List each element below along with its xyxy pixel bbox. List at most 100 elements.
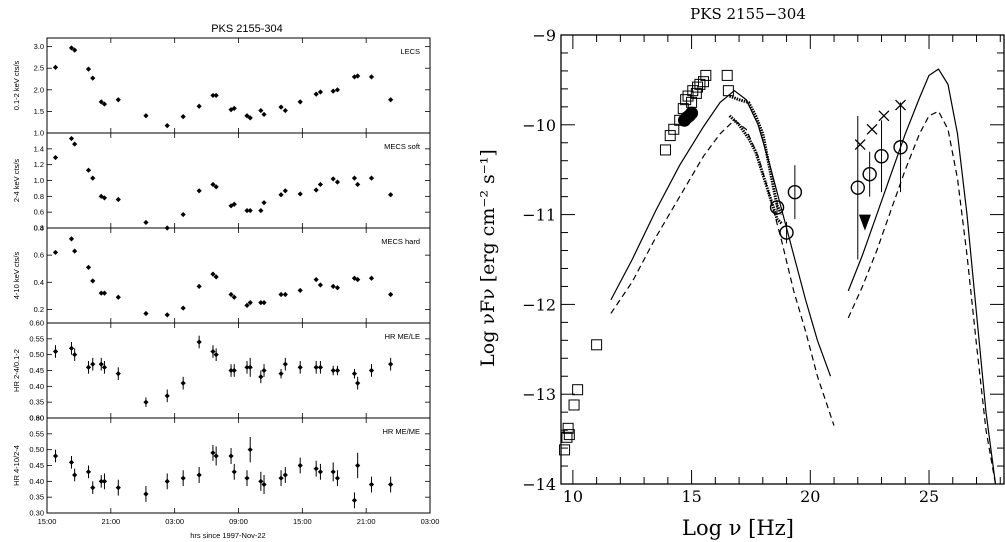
y-tick-label: 1.0 bbox=[34, 176, 44, 185]
y-tick-label: 2.5 bbox=[34, 64, 44, 73]
data-point bbox=[101, 195, 108, 201]
y-tick-label: 0.55 bbox=[29, 429, 44, 438]
cross-point bbox=[895, 99, 906, 111]
sync-model-dashed bbox=[610, 119, 835, 426]
square-point bbox=[561, 431, 573, 443]
x-tick-label: 21:00 bbox=[101, 517, 120, 526]
data-point bbox=[282, 472, 288, 478]
panel-frame bbox=[46, 417, 431, 514]
panel-1: 0.4 0.6 0.8 1.0 1.2 1.4 MECS soft 2-4 keV cts/s bbox=[12, 132, 431, 233]
data-point bbox=[330, 88, 336, 94]
data-point bbox=[317, 282, 324, 288]
data-point bbox=[247, 364, 253, 370]
data-point bbox=[355, 73, 361, 79]
sed-ticks: 10 15 20 25 −14 −13 −12 −11 −10 −9 bbox=[522, 26, 1004, 506]
y-tick-label: 0.40 bbox=[29, 382, 44, 391]
y-tick-label: 0.4 bbox=[34, 224, 44, 233]
data-point bbox=[213, 274, 219, 280]
data-point bbox=[143, 310, 149, 317]
y-tick-label: 0.35 bbox=[29, 398, 44, 407]
panel-y-label: 4-10 keV cts/s bbox=[12, 251, 21, 299]
data-point bbox=[282, 107, 288, 114]
data-point bbox=[334, 285, 341, 291]
y-tick-label: 0.40 bbox=[29, 477, 44, 486]
data-point bbox=[196, 103, 202, 109]
data-point bbox=[330, 469, 336, 475]
data-point bbox=[247, 207, 253, 214]
y-tick-label: 2.0 bbox=[34, 85, 44, 94]
data-point bbox=[164, 312, 170, 318]
data-point bbox=[351, 74, 358, 80]
cross-point bbox=[866, 123, 878, 135]
data-point bbox=[68, 345, 75, 351]
y-tick-label: 0.35 bbox=[29, 493, 44, 502]
data-point bbox=[258, 478, 264, 484]
data-point bbox=[180, 113, 186, 120]
data-point bbox=[85, 66, 92, 72]
circle-point bbox=[874, 149, 889, 164]
sed-y-label: Log νFν [erg cm⁻² s⁻¹] bbox=[477, 149, 499, 367]
x-tick-label: 20 bbox=[800, 487, 820, 506]
data-point bbox=[210, 450, 216, 456]
data-point bbox=[85, 264, 92, 270]
data-point bbox=[164, 123, 170, 129]
x-tick-label: 03:00 bbox=[421, 517, 440, 526]
data-point bbox=[278, 192, 284, 198]
data-point bbox=[90, 175, 96, 181]
data-point bbox=[52, 154, 59, 161]
data-point bbox=[228, 367, 234, 374]
circle-point bbox=[862, 166, 877, 182]
data-point bbox=[101, 364, 108, 370]
panel-2: 0.2 0.4 0.6 0.8 MECS hard 4-10 keV cts/s bbox=[12, 224, 431, 324]
data-point bbox=[90, 278, 96, 284]
y-tick-label: 0.45 bbox=[29, 461, 44, 470]
y-tick-label: 1.0 bbox=[34, 129, 44, 138]
data-point bbox=[297, 364, 303, 370]
data-point bbox=[101, 478, 108, 484]
sed-plot-frame bbox=[560, 34, 1005, 485]
y-tick-label: −11 bbox=[522, 206, 556, 225]
panel-label: HR ME/ME bbox=[383, 427, 421, 436]
square-point bbox=[562, 422, 574, 434]
compton-model-solid bbox=[847, 68, 997, 485]
data-point bbox=[180, 380, 186, 386]
y-tick-label: 0.30 bbox=[29, 414, 44, 423]
data-point bbox=[278, 371, 284, 377]
data-point bbox=[101, 290, 108, 296]
data-point bbox=[334, 179, 341, 185]
sed-model-curves bbox=[610, 68, 997, 485]
data-point bbox=[85, 469, 92, 475]
data-point bbox=[68, 135, 75, 142]
circle-point bbox=[893, 140, 908, 155]
data-point bbox=[317, 364, 324, 370]
data-point bbox=[334, 475, 341, 481]
y-tick-label: −13 bbox=[522, 385, 556, 404]
data-point bbox=[351, 497, 358, 503]
data-point bbox=[388, 361, 394, 367]
data-point bbox=[228, 453, 234, 459]
data-point bbox=[143, 219, 149, 226]
data-point bbox=[244, 475, 250, 481]
light-curve-panels: 1.0 1.5 2.0 2.5 3.0 LECS 0.1-2 keV cts/s 0.4 0.6… bbox=[12, 37, 431, 518]
data-point bbox=[261, 200, 267, 206]
data-point bbox=[52, 348, 59, 355]
data-point bbox=[231, 469, 237, 475]
panel-label: MECS soft bbox=[384, 142, 421, 151]
data-point bbox=[115, 97, 121, 103]
y-tick-label: 0.45 bbox=[29, 366, 44, 375]
data-point bbox=[244, 302, 250, 308]
data-point bbox=[210, 348, 216, 355]
data-point bbox=[368, 367, 375, 374]
data-point bbox=[351, 371, 358, 377]
plot-border bbox=[560, 34, 1005, 485]
data-point bbox=[90, 75, 96, 81]
data-point bbox=[351, 175, 358, 181]
data-point bbox=[231, 367, 237, 374]
data-point bbox=[334, 87, 341, 93]
data-point bbox=[244, 207, 250, 214]
x-tick-label: 03:00 bbox=[165, 517, 184, 526]
square-point bbox=[664, 130, 676, 142]
square-point bbox=[680, 94, 692, 106]
circle-point bbox=[685, 106, 699, 120]
square-point bbox=[563, 429, 575, 441]
